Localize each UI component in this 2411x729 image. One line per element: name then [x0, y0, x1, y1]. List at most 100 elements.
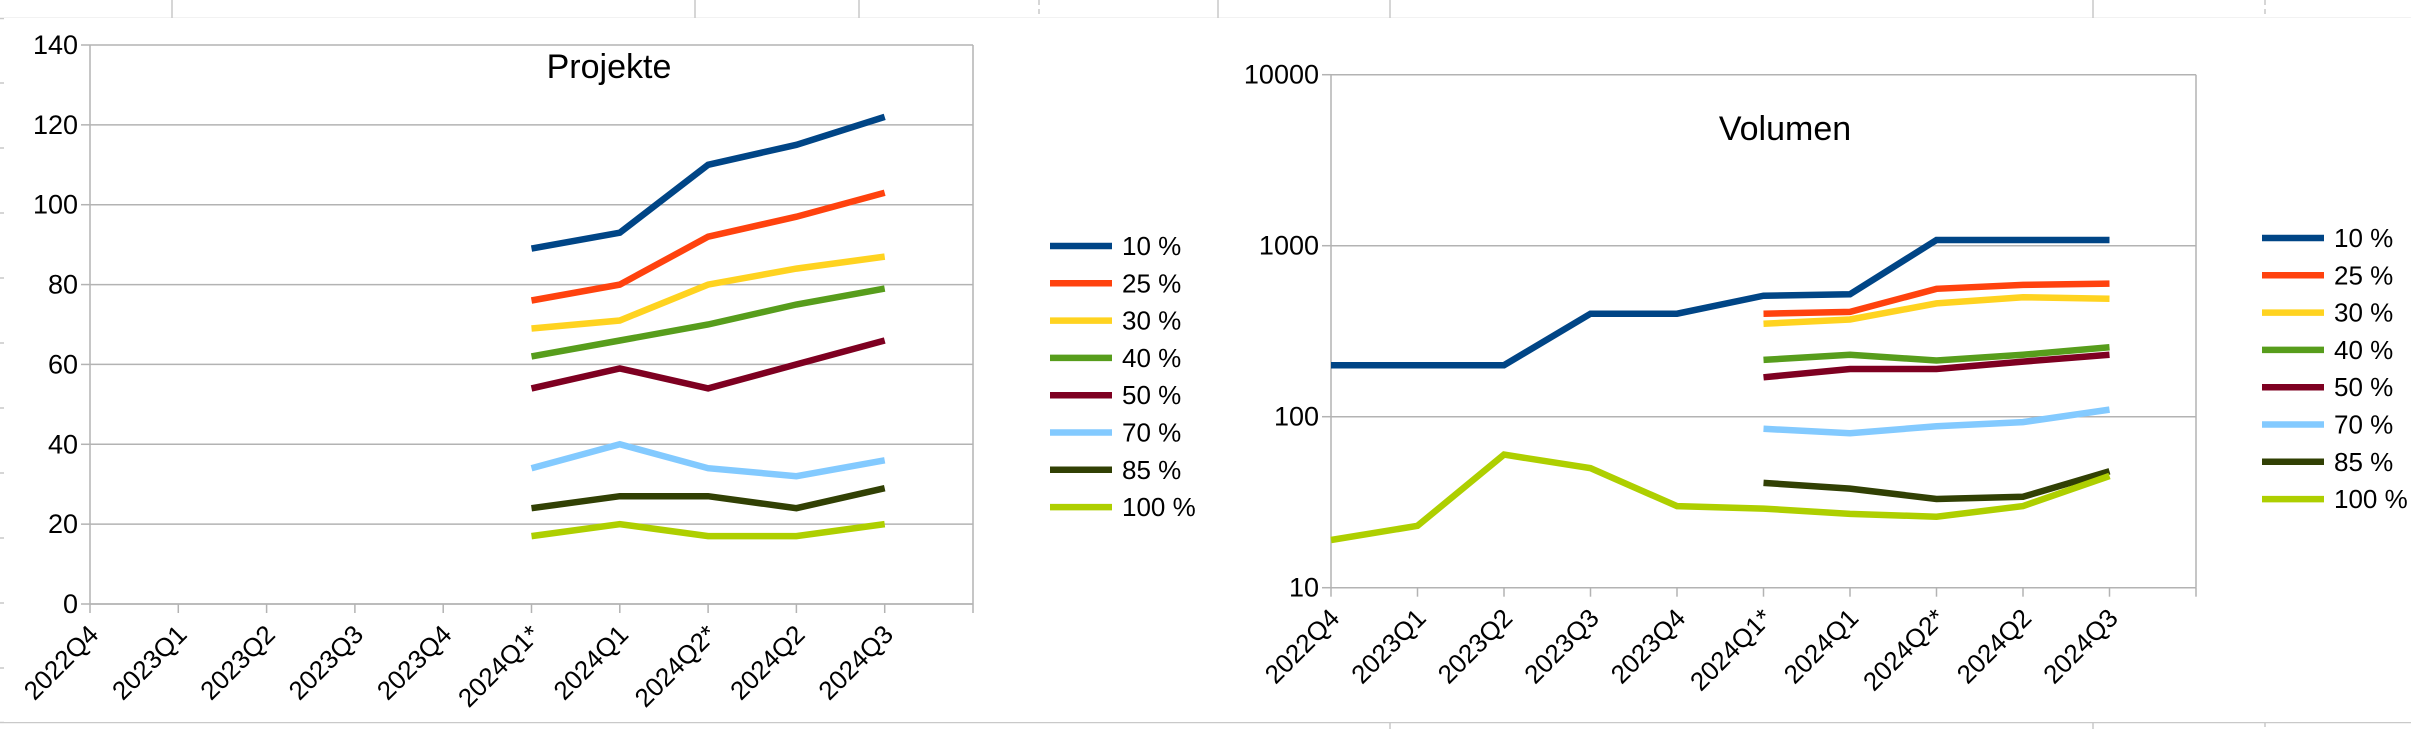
legend-label: 50 %	[2334, 372, 2393, 402]
legend-label: 40 %	[1122, 343, 1181, 373]
legend-label: 30 %	[1122, 306, 1181, 336]
legend-item-25%: 25 %	[1050, 268, 1181, 298]
legend-label: 100 %	[1122, 492, 1196, 522]
svg-text:2024Q2: 2024Q2	[724, 619, 811, 706]
legend-item-100%: 100 %	[1050, 492, 1196, 522]
legend-label: 100 %	[2334, 484, 2408, 514]
y-axis-tick-label: 10	[1289, 573, 1319, 603]
legend-item-85%: 85 %	[2262, 447, 2393, 477]
chart-object-volumen[interactable]: 10 100 1000 10000 2022Q4 2023Q1 2023Q2 2023Q3 20…	[1205, 18, 2411, 722]
x-axis-label: 2024Q2*	[1857, 603, 1951, 697]
legend-item-30%: 30 %	[2262, 298, 2393, 328]
svg-text:2024Q2: 2024Q2	[1951, 603, 2038, 690]
svg-text:2023Q2: 2023Q2	[1432, 603, 1519, 690]
series-line-25%	[1763, 280, 2110, 317]
y-axis-tick-label: 60	[48, 349, 78, 379]
series-line-50%	[530, 337, 886, 392]
y-axis-tick-label: 140	[33, 30, 78, 60]
legend-label: 70 %	[1122, 418, 1181, 448]
legend-item-50%: 50 %	[2262, 372, 2393, 402]
legend-item-10%: 10 %	[1050, 231, 1181, 261]
y-axis-tick-label: 10000	[1244, 60, 1319, 90]
svg-text:2024Q1*: 2024Q1*	[1684, 603, 1778, 697]
svg-text:2024Q1*: 2024Q1*	[452, 619, 546, 713]
svg-text:2023Q1: 2023Q1	[106, 619, 193, 706]
x-axis-label: 2024Q1	[1778, 603, 1865, 690]
y-axis-tick-label: 1000	[1259, 231, 1319, 261]
legend-item-10%: 10 %	[2262, 223, 2393, 253]
legend-item-40%: 40 %	[1050, 343, 1181, 373]
y-axis-tick-label: 100	[1274, 402, 1319, 432]
legend-label: 10 %	[2334, 223, 2393, 253]
svg-text:2024Q2*: 2024Q2*	[629, 619, 723, 713]
series-line-25%	[530, 189, 886, 304]
y-axis-tick-label: 0	[63, 589, 78, 619]
x-axis-label: 2023Q1	[106, 619, 193, 706]
y-axis-tick-label: 120	[33, 110, 78, 140]
y-axis-tick-label: 100	[33, 190, 78, 220]
x-axis-label: 2023Q4	[1605, 603, 1692, 690]
legend-label: 30 %	[2334, 298, 2393, 328]
x-axis-label: 2022Q4	[18, 619, 105, 706]
legend-item-40%: 40 %	[2262, 335, 2393, 365]
legend-item-70%: 70 %	[2262, 410, 2393, 440]
x-axis-label: 2024Q2*	[629, 619, 723, 713]
legend-label: 40 %	[2334, 335, 2393, 365]
series-line-70%	[1763, 406, 2110, 437]
chart-title: Projekte	[547, 48, 672, 86]
svg-text:2023Q4: 2023Q4	[1605, 603, 1692, 690]
series-line-50%	[1763, 351, 2110, 381]
svg-text:2024Q1: 2024Q1	[547, 619, 634, 706]
series-line-85%	[1763, 468, 2111, 503]
x-axis-label: 2023Q1	[1345, 603, 1432, 690]
svg-text:2023Q2: 2023Q2	[194, 619, 281, 706]
x-axis-label: 2024Q1*	[452, 619, 546, 713]
series-line-100%	[531, 520, 886, 540]
x-axis-label: 2024Q3	[812, 619, 899, 706]
svg-text:2023Q3: 2023Q3	[282, 619, 369, 706]
x-axis-label: 2024Q2	[1951, 603, 2038, 690]
legend-item-100%: 100 %	[2262, 484, 2408, 514]
svg-text:2024Q3: 2024Q3	[2037, 603, 2124, 690]
svg-text:2023Q3: 2023Q3	[1518, 603, 1605, 690]
x-axis-label: 2024Q2	[724, 619, 811, 706]
x-axis-label: 2023Q2	[194, 619, 281, 706]
series-line-30%	[1763, 293, 2110, 327]
legend-label: 10 %	[1122, 231, 1181, 261]
legend-label: 25 %	[1122, 268, 1181, 298]
x-axis-label: 2023Q2	[1432, 603, 1519, 690]
x-axis-label: 2023Q3	[1518, 603, 1605, 690]
y-axis-tick-label: 40	[48, 429, 78, 459]
series-line-85%	[531, 485, 886, 512]
legend-item-50%: 50 %	[1050, 380, 1181, 410]
legend-label: 25 %	[2334, 260, 2393, 290]
chart-object-projekte[interactable]: 0 20 40 60 80 100 120 140 2022Q4 2023Q1 2023Q2 2023…	[4, 18, 1205, 722]
legend-label: 85 %	[1122, 455, 1181, 485]
svg-text:2024Q1: 2024Q1	[1778, 603, 1865, 690]
svg-text:2022Q4: 2022Q4	[18, 619, 105, 706]
svg-text:2023Q4: 2023Q4	[371, 619, 458, 706]
x-axis-label: 2023Q4	[371, 619, 458, 706]
svg-text:2024Q2*: 2024Q2*	[1857, 603, 1951, 697]
series-line-30%	[531, 253, 886, 332]
svg-text:2024Q3: 2024Q3	[812, 619, 899, 706]
series-line-40%	[530, 285, 886, 360]
y-axis-tick-label: 80	[48, 270, 78, 300]
x-axis-label: 2024Q1*	[1684, 603, 1778, 697]
legend-item-30%: 30 %	[1050, 306, 1181, 336]
legend-label: 70 %	[2334, 410, 2393, 440]
series-line-10%	[1331, 236, 2110, 369]
legend-label: 85 %	[2334, 447, 2393, 477]
series-line-100%	[1330, 451, 2111, 544]
series-line-40%	[1763, 343, 2110, 364]
series-line-70%	[530, 440, 886, 480]
chart-title: Volumen	[1719, 110, 1851, 148]
svg-text:2023Q1: 2023Q1	[1345, 603, 1432, 690]
x-axis-label: 2022Q4	[1259, 603, 1346, 690]
y-axis-tick-label: 20	[48, 509, 78, 539]
svg-text:2022Q4: 2022Q4	[1259, 603, 1346, 690]
legend-item-85%: 85 %	[1050, 455, 1181, 485]
